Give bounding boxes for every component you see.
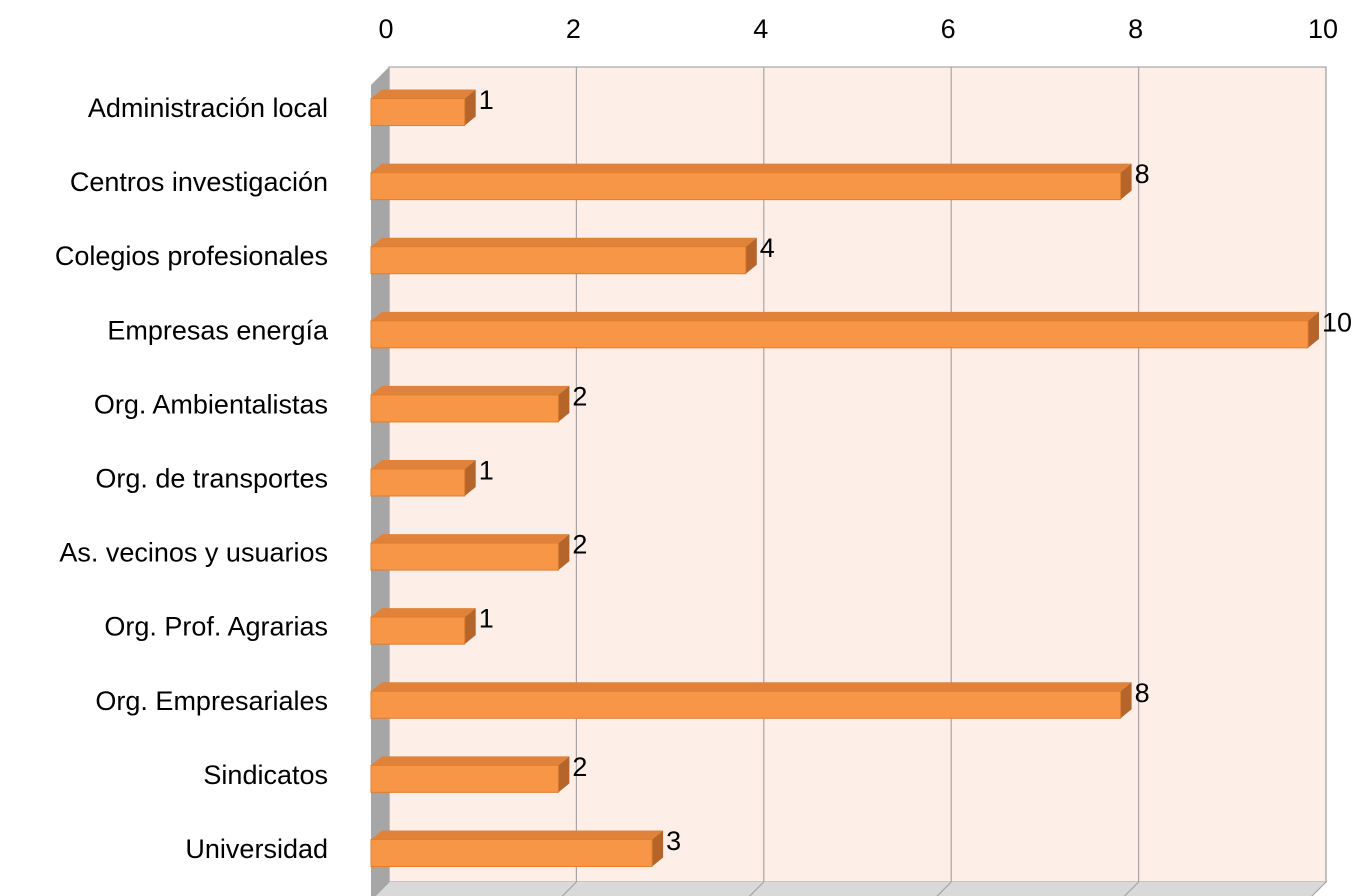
- bar-side: [652, 830, 664, 867]
- floor-grid-line: [561, 881, 577, 896]
- floor-grid-line: [748, 881, 765, 896]
- floor-grid-line: [1123, 881, 1140, 896]
- grid-lines: [374, 67, 1327, 896]
- data-label: 2: [572, 381, 587, 411]
- bar: [370, 616, 466, 645]
- bar-top: [371, 237, 757, 247]
- bar: [370, 98, 466, 127]
- floor-grid-line: [374, 881, 390, 896]
- bar-top: [371, 830, 664, 840]
- bar-side: [558, 385, 570, 422]
- plot-floor: [375, 882, 1326, 896]
- bar-side: [1308, 311, 1319, 348]
- data-labels: 1 8 4 10 2 1 2 1 8 2 3: [479, 85, 1352, 856]
- category-labels: Administración local Centros investigació…: [55, 93, 329, 864]
- bar-top: [371, 682, 1132, 692]
- category-label: Sindicatos: [203, 760, 328, 790]
- category-label: Centros investigación: [70, 167, 328, 197]
- x-tick-label: 8: [1128, 14, 1143, 44]
- bar: [370, 542, 559, 571]
- x-tick-label: 2: [566, 14, 581, 44]
- bar-top: [371, 534, 570, 544]
- bar-side: [1120, 163, 1132, 200]
- plot-back-wall: [388, 66, 1327, 883]
- bar: [370, 764, 559, 793]
- floor-grid-line: [936, 881, 952, 896]
- bar: [370, 246, 747, 275]
- data-label: 10: [1322, 307, 1352, 337]
- bar-side: [464, 460, 476, 496]
- x-axis-ticks: 0 2 4 6 8 10: [378, 14, 1338, 44]
- category-label: Org. Ambientalistas: [94, 389, 328, 419]
- plot-walls: [371, 66, 1327, 896]
- floor-grid-line: [1311, 881, 1327, 896]
- bar-top: [371, 756, 570, 766]
- category-label: Org. Empresariales: [95, 686, 328, 716]
- data-label: 3: [666, 826, 681, 856]
- data-label: 8: [1135, 159, 1150, 189]
- bar-side: [745, 237, 757, 274]
- bar: [370, 394, 559, 423]
- data-label: 1: [479, 85, 494, 115]
- bar-top: [371, 163, 1132, 173]
- bar-top: [371, 385, 570, 395]
- bars: [370, 89, 1319, 867]
- bar: [370, 468, 466, 497]
- bar-top: [371, 311, 1319, 321]
- data-label: 8: [1135, 678, 1150, 708]
- data-label: 1: [479, 456, 494, 486]
- bar-side: [558, 756, 570, 793]
- bar-top: [371, 460, 476, 469]
- x-tick-label: 6: [941, 14, 956, 44]
- bar-top: [371, 89, 476, 99]
- category-label: Colegios profesionales: [55, 241, 328, 271]
- bar-side: [464, 89, 476, 126]
- category-label: As. vecinos y usuarios: [59, 538, 328, 568]
- bar: [370, 838, 653, 867]
- category-label: Administración local: [88, 93, 328, 123]
- bar: [370, 690, 1122, 719]
- bar-top: [371, 608, 476, 618]
- data-label: 2: [572, 530, 587, 560]
- data-label: 4: [760, 233, 775, 263]
- category-label: Org. de transportes: [95, 464, 328, 494]
- bar-side: [1120, 682, 1132, 719]
- category-label: Universidad: [185, 834, 328, 864]
- category-label: Org. Prof. Agrarias: [104, 612, 328, 642]
- bar-side: [558, 534, 570, 571]
- bar: [370, 320, 1309, 349]
- bar: [370, 172, 1122, 201]
- x-tick-label: 10: [1308, 14, 1338, 44]
- data-label: 2: [572, 752, 587, 782]
- x-tick-label: 4: [753, 14, 768, 44]
- x-tick-label: 0: [378, 14, 393, 44]
- data-label: 1: [479, 604, 494, 634]
- category-label: Empresas energía: [107, 315, 329, 345]
- bar-side: [464, 608, 476, 645]
